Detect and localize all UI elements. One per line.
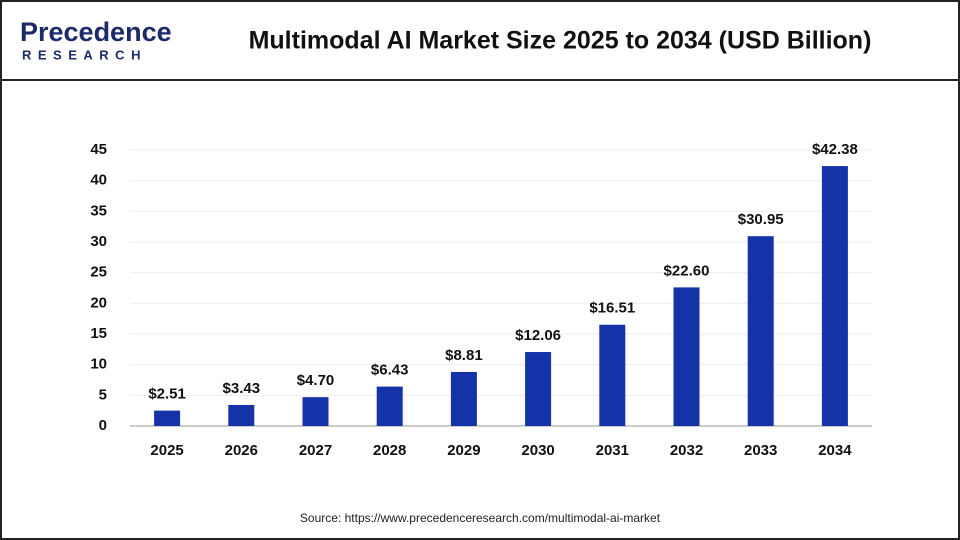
bar: [154, 410, 181, 426]
y-tick-label: 5: [99, 386, 107, 403]
x-tick-label: 2026: [225, 442, 258, 459]
bar: [450, 371, 477, 426]
value-label: $8.81: [445, 347, 483, 364]
y-tick-label: 20: [90, 294, 107, 311]
bar: [525, 352, 552, 426]
bar: [376, 386, 403, 426]
x-tick-label: 2032: [670, 442, 703, 459]
bar: [673, 287, 700, 426]
x-tick-label: 2034: [818, 442, 852, 459]
value-label: $42.38: [812, 141, 858, 158]
chart-title: Multimodal AI Market Size 2025 to 2034 (…: [249, 27, 872, 55]
y-tick-label: 10: [90, 356, 107, 373]
logo-tagline: RESEARCH: [22, 47, 147, 62]
value-label: $12.06: [515, 327, 561, 344]
bar: [302, 397, 329, 426]
value-label: $6.43: [371, 362, 409, 379]
bar: [599, 324, 626, 426]
x-tick-label: 2033: [744, 442, 777, 459]
y-tick-label: 35: [90, 202, 107, 219]
source: Source: https://www.precedenceresearch.c…: [300, 511, 661, 525]
x-tick-label: 2025: [150, 442, 183, 459]
bar: [228, 404, 255, 426]
x-tick-label: 2029: [447, 442, 480, 459]
x-tick-label: 2031: [596, 442, 629, 459]
bar: [747, 236, 774, 426]
logo-name: Precedence: [20, 17, 172, 47]
y-tick-label: 0: [99, 417, 107, 434]
value-label: $22.60: [664, 262, 710, 279]
value-label: $2.51: [148, 386, 186, 403]
y-tick-label: 15: [90, 325, 107, 342]
x-tick-label: 2030: [521, 442, 554, 459]
value-label: $16.51: [589, 300, 635, 317]
y-tick-label: 45: [90, 141, 107, 158]
value-label: $4.70: [297, 372, 335, 389]
value-label: $30.95: [738, 211, 784, 228]
value-label: $3.43: [223, 380, 261, 397]
x-tick-label: 2028: [373, 442, 406, 459]
y-tick-label: 40: [90, 172, 107, 189]
x-tick-label: 2027: [299, 442, 332, 459]
y-tick-label: 30: [90, 233, 107, 250]
bar: [821, 166, 848, 426]
y-tick-label: 25: [90, 264, 107, 281]
